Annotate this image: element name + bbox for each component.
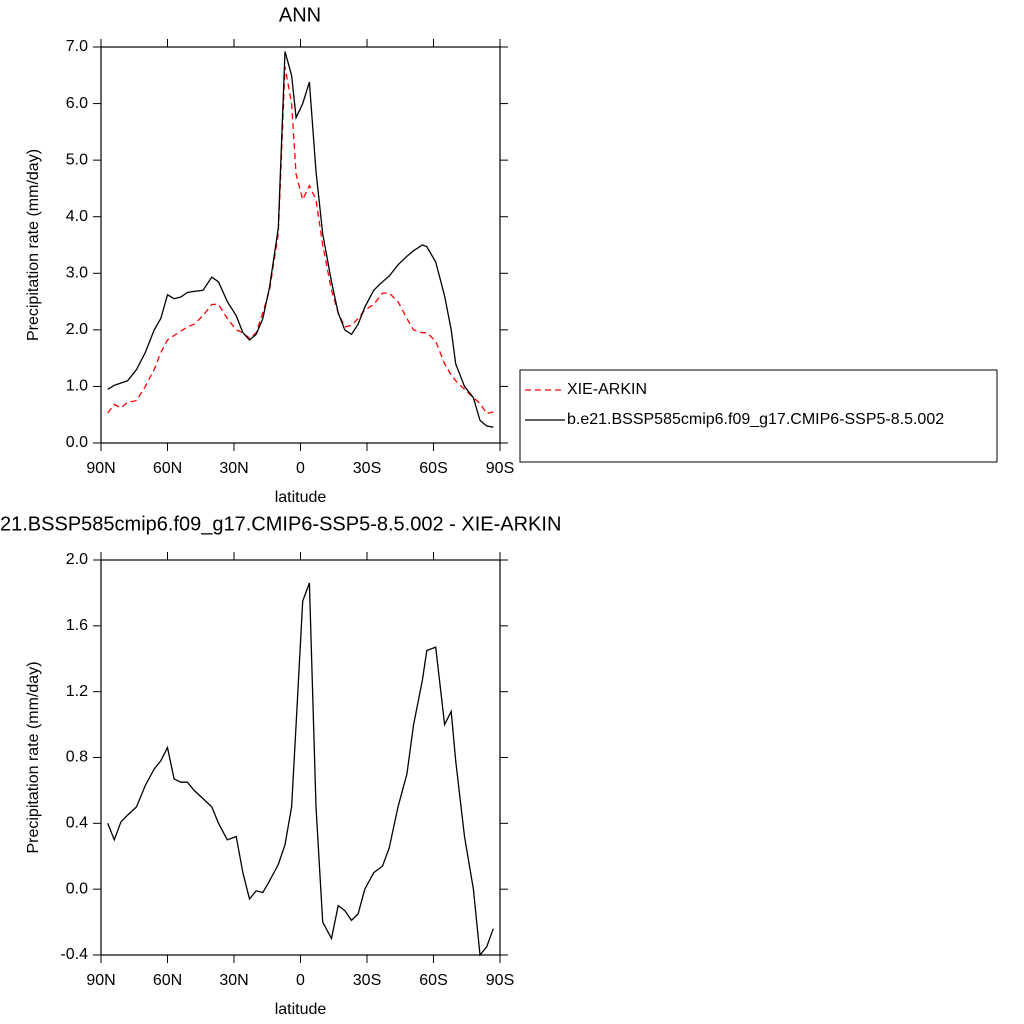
y-tick-label: 4.0	[66, 208, 88, 225]
y-tick-label: 1.0	[66, 378, 88, 395]
y-tick-label: 0.0	[66, 434, 88, 451]
x-tick-label: 60N	[153, 460, 182, 477]
x-tick-label: 90N	[86, 972, 115, 989]
x-tick-label: 30S	[353, 972, 381, 989]
x-tick-label: 0	[296, 460, 305, 477]
x-tick-label: 30N	[219, 972, 248, 989]
x-tick-label: 0	[296, 972, 305, 989]
y-tick-label: -0.4	[60, 946, 88, 963]
y-tick-label: 6.0	[66, 95, 88, 112]
x-tick-label: 90S	[486, 972, 514, 989]
x-tick-label: 60S	[419, 460, 447, 477]
y-axis-label: Precipitation rate (mm/day)	[25, 661, 42, 853]
y-tick-label: 5.0	[66, 151, 88, 168]
data-line	[107, 66, 494, 415]
chart-title: ANN	[279, 4, 321, 26]
legend-label: XIE-ARKIN	[567, 381, 647, 398]
y-tick-label: 2.0	[66, 321, 88, 338]
chart-title: 21.BSSP585cmip6.f09_g17.CMIP6-SSP5-8.5.0…	[0, 513, 561, 535]
y-tick-label: 0.8	[66, 749, 88, 766]
data-line	[107, 582, 494, 957]
x-axis-label: latitude	[275, 489, 327, 506]
x-tick-label: 60S	[419, 972, 447, 989]
y-tick-label: 2.0	[66, 551, 88, 568]
y-tick-label: 0.4	[66, 815, 88, 832]
x-tick-label: 30S	[353, 460, 381, 477]
x-tick-label: 30N	[219, 460, 248, 477]
y-tick-label: 7.0	[66, 38, 88, 55]
legend-label: b.e21.BSSP585cmip6.f09_g17.CMIP6-SSP5-8.…	[567, 411, 944, 428]
x-tick-label: 90S	[486, 460, 514, 477]
y-tick-label: 0.0	[66, 880, 88, 897]
x-tick-label: 60N	[153, 972, 182, 989]
y-axis-label: Precipitation rate (mm/day)	[25, 149, 42, 341]
plot-frame	[100, 559, 501, 956]
y-tick-label: 1.6	[66, 617, 88, 634]
data-line	[107, 51, 494, 428]
legend-box	[519, 369, 998, 463]
y-tick-label: 3.0	[66, 265, 88, 282]
plot-frame	[100, 46, 501, 444]
x-axis-label: latitude	[275, 1001, 327, 1018]
x-tick-label: 90N	[86, 460, 115, 477]
y-tick-label: 1.2	[66, 683, 88, 700]
